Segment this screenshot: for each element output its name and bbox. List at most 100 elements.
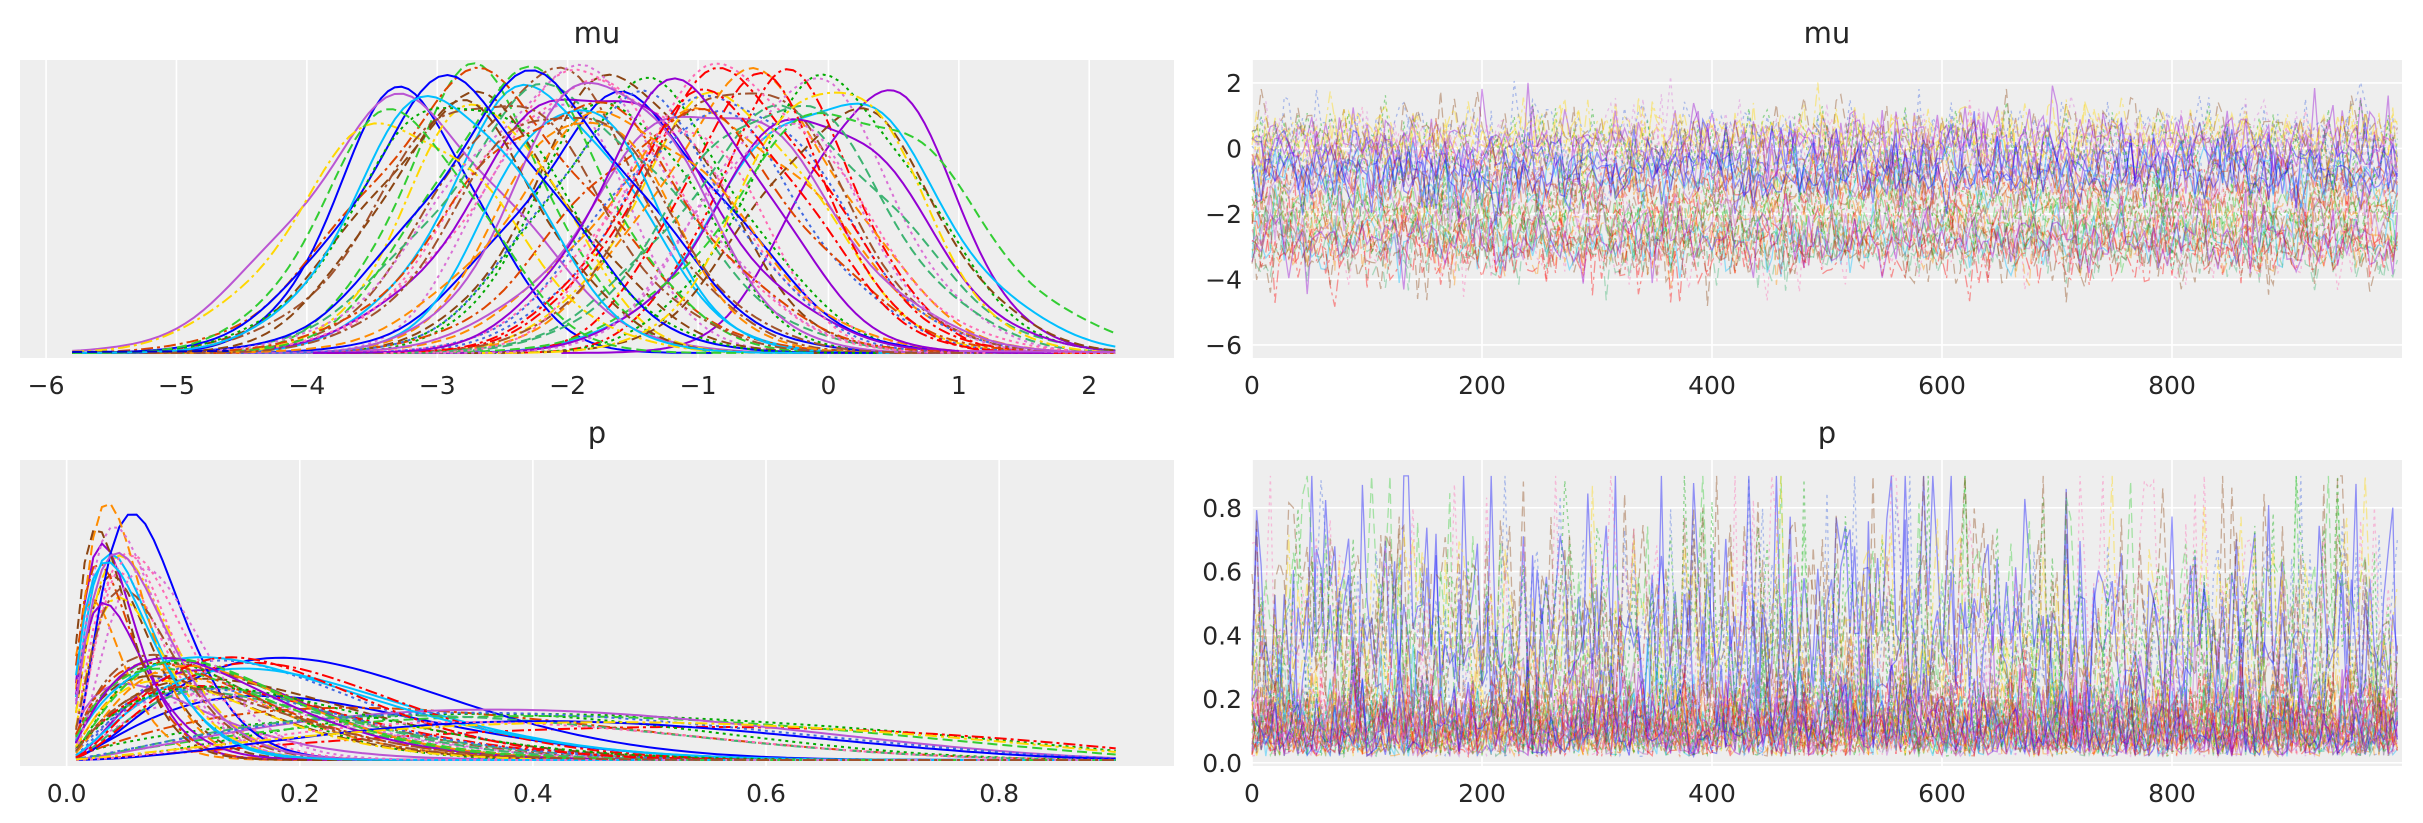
trace-line	[1251, 148, 2399, 254]
trace-line	[1251, 97, 2398, 195]
trace-line	[1251, 658, 2399, 757]
density-line	[383, 130, 987, 354]
trace-line	[1251, 95, 2398, 195]
x-tick-labels: 0 200 400 600 800	[1244, 371, 2196, 400]
panel-mu-density: mu −6 −5 −4 −3 −2 −1 0 1 2	[20, 16, 1174, 400]
density-line	[958, 350, 1116, 353]
x-tick-label: 2	[1081, 371, 1097, 400]
trace-line	[1251, 647, 2399, 757]
trace-line	[1251, 184, 2398, 288]
x-tick-label: −1	[680, 371, 717, 400]
x-tick-label: 200	[1458, 371, 1506, 400]
plot-area	[20, 460, 1174, 766]
trace-line	[1251, 475, 2399, 742]
y-tick-label: −6	[1205, 331, 1242, 360]
density-line	[75, 720, 1116, 761]
y-tick-labels: 2 0 −2 −4 −6	[1205, 69, 1242, 360]
density-line	[458, 73, 1116, 354]
x-tick-label: −5	[158, 371, 195, 400]
trace-line	[1251, 187, 2399, 291]
trace-line	[1251, 641, 2399, 759]
trace-line	[1251, 635, 2399, 758]
series-lines	[1251, 475, 2399, 759]
x-tick-label: 0.0	[47, 779, 87, 808]
panel-mu-trace: mu 0 200 400 600 800 2 0 −2 −4 −6	[1205, 16, 2402, 400]
trace-line	[1251, 638, 2399, 759]
y-tick-labels: 0.8 0.6 0.4 0.2 0.0	[1202, 494, 1242, 778]
density-line	[75, 656, 1116, 761]
trace-line	[1251, 632, 2399, 758]
density-line	[75, 721, 1116, 761]
density-line	[103, 85, 713, 354]
trace-line	[1251, 640, 2399, 758]
x-tick-labels: 0 200 400 600 800	[1244, 779, 2196, 808]
trace-line	[1251, 634, 2398, 758]
gridlines	[1251, 60, 2402, 358]
x-tick-label: 800	[2148, 779, 2196, 808]
density-line	[144, 65, 898, 354]
trace-line	[1251, 475, 2399, 745]
trace-line	[1251, 157, 2399, 272]
y-tick-label: 0	[1226, 134, 1242, 163]
x-tick-label: 600	[1918, 779, 1966, 808]
trace-line	[1251, 626, 2399, 759]
trace-line	[1251, 649, 2398, 759]
trace-line	[1251, 475, 2399, 738]
y-tick-label: 0.6	[1202, 558, 1242, 587]
trace-line	[1251, 105, 2399, 194]
trace-line	[1251, 627, 2399, 759]
x-tick-label: 600	[1918, 371, 1966, 400]
density-line	[84, 69, 986, 354]
gridlines	[65, 460, 1000, 766]
density-line	[72, 108, 744, 354]
y-tick-label: −4	[1205, 265, 1242, 294]
trace-line	[1251, 172, 2398, 267]
density-line	[72, 92, 857, 354]
trace-line	[1251, 647, 2399, 758]
density-line	[75, 686, 1116, 761]
trace-line	[1251, 635, 2399, 758]
trace-line	[1251, 99, 2398, 198]
trace-line	[1251, 641, 2399, 758]
x-tick-label: 0.6	[746, 779, 786, 808]
trace-line	[1251, 82, 2398, 194]
x-tick-label: 400	[1688, 371, 1736, 400]
trace-line	[1251, 638, 2398, 758]
density-line	[74, 94, 814, 354]
x-tick-labels: 0.0 0.2 0.4 0.6 0.8	[47, 779, 1019, 808]
trace-line	[1251, 111, 2398, 216]
density-line	[75, 588, 1116, 761]
plot-area	[1252, 460, 2402, 766]
y-tick-label: 0.0	[1202, 749, 1242, 778]
density-line	[91, 101, 1056, 354]
trace-line	[1251, 184, 2399, 283]
density-line	[312, 77, 1054, 354]
density-line	[98, 99, 820, 354]
trace-line	[1251, 638, 2399, 758]
trace-line	[1251, 99, 2399, 192]
gridlines	[1251, 460, 2402, 766]
trace-line	[1251, 123, 2398, 226]
trace-line	[1251, 151, 2398, 256]
trace-line	[1251, 475, 2399, 738]
x-tick-label: 400	[1688, 779, 1736, 808]
trace-line	[1251, 475, 2398, 742]
x-tick-label: 0	[1244, 371, 1260, 400]
density-line	[75, 712, 1116, 761]
panel-title: mu	[1804, 16, 1851, 50]
density-line	[238, 81, 974, 354]
plot-area	[20, 60, 1174, 358]
y-tick-label: 0.8	[1202, 494, 1242, 523]
x-tick-label: 0.8	[979, 779, 1019, 808]
y-tick-label: 2	[1226, 69, 1242, 98]
trace-line	[1251, 631, 2399, 758]
series-lines	[1251, 76, 2399, 307]
trace-line	[1251, 475, 2399, 738]
trace-line	[1251, 136, 2399, 222]
density-line	[233, 115, 1116, 354]
x-tick-label: −6	[28, 371, 65, 400]
trace-line	[1251, 616, 2399, 758]
density-line	[147, 116, 977, 354]
panel-title: p	[588, 416, 606, 450]
